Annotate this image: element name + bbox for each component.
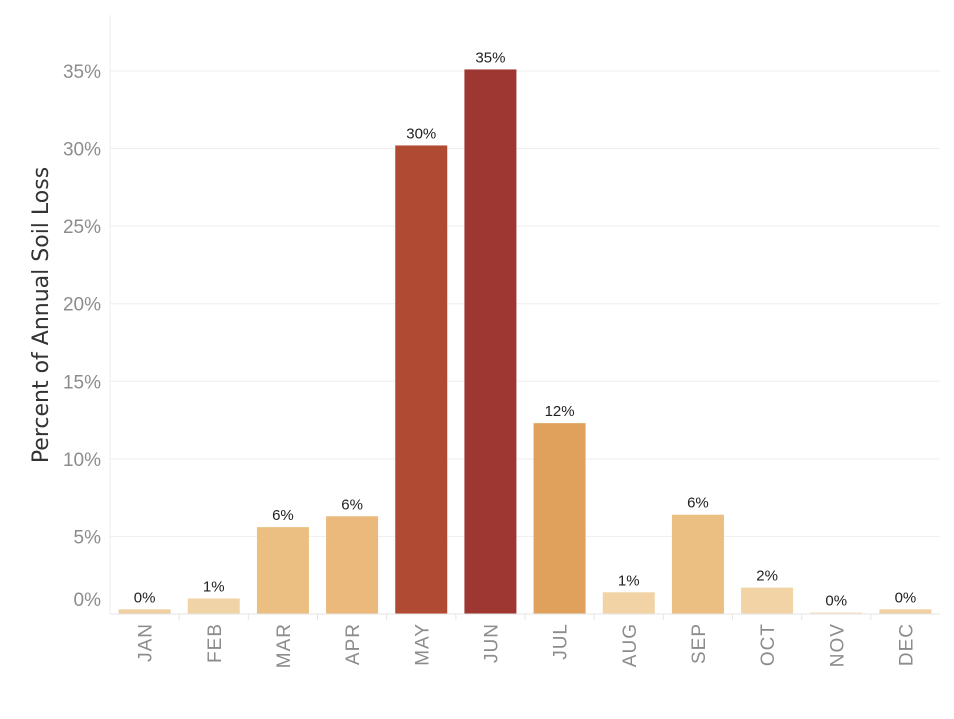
x-tick-label-feb: FEB	[205, 623, 226, 663]
x-tick-label-sep: SEP	[689, 623, 710, 664]
bar-apr	[326, 516, 379, 614]
x-tick-label-jan: JAN	[136, 623, 157, 662]
y-tick-label: 10%	[63, 450, 101, 471]
data-label-may: 30%	[406, 125, 436, 142]
data-label-dec: 0%	[895, 589, 917, 606]
x-tick-label-dec: DEC	[896, 623, 917, 666]
data-label-sep: 6%	[687, 495, 709, 512]
x-tick-label-aug: AUG	[620, 623, 641, 667]
data-label-mar: 6%	[272, 507, 294, 524]
bar-mar	[256, 527, 309, 614]
x-axis-ticks: JAN FEB MAR APR MAY JUN JUL AUG SEP OCT NOV DEC	[136, 614, 917, 668]
bar-jan	[118, 609, 171, 614]
data-label-jan: 0%	[134, 589, 156, 606]
bar-sep	[671, 514, 724, 614]
bar-may	[395, 145, 448, 614]
bar-nov	[810, 612, 863, 614]
x-tick-label-oct: OCT	[758, 623, 779, 666]
data-label-jun: 35%	[475, 49, 505, 66]
y-tick-label: 0%	[74, 590, 102, 611]
x-tick-label-mar: MAR	[274, 623, 295, 668]
data-labels: 0% 1% 6% 6% 30% 35% 12% 1% 6% 2% 0% 0%	[134, 49, 917, 609]
y-tick-label: 15%	[63, 372, 101, 393]
x-tick-label-jul: JUL	[551, 623, 572, 660]
data-label-aug: 1%	[618, 572, 640, 589]
y-tick-label: 35%	[63, 62, 101, 83]
y-tick-label: 20%	[63, 295, 101, 316]
gridlines	[110, 70, 940, 537]
y-tick-label: 30%	[63, 140, 101, 161]
bar-aug	[602, 592, 655, 614]
bar-feb	[187, 598, 240, 614]
data-label-feb: 1%	[203, 578, 225, 595]
bar-oct	[741, 587, 794, 614]
data-label-apr: 6%	[341, 496, 363, 513]
bar-dec	[879, 609, 932, 614]
x-tick-label-jun: JUN	[481, 623, 502, 663]
data-label-jul: 12%	[545, 403, 575, 420]
data-label-nov: 0%	[825, 592, 847, 609]
x-tick-label-apr: APR	[343, 623, 364, 665]
bars	[118, 69, 932, 615]
data-label-oct: 2%	[756, 568, 778, 585]
y-axis-ticks: 0% 5% 10% 15% 20% 25% 30% 35%	[63, 62, 101, 611]
y-tick-label: 25%	[63, 217, 101, 238]
x-tick-label-may: MAY	[412, 623, 433, 666]
y-axis-title: Percent of Annual Soil Loss	[29, 167, 54, 463]
bar-jul	[533, 423, 586, 614]
y-tick-label: 5%	[74, 527, 102, 548]
x-tick-label-nov: NOV	[827, 623, 848, 667]
bar-jun	[464, 69, 517, 615]
